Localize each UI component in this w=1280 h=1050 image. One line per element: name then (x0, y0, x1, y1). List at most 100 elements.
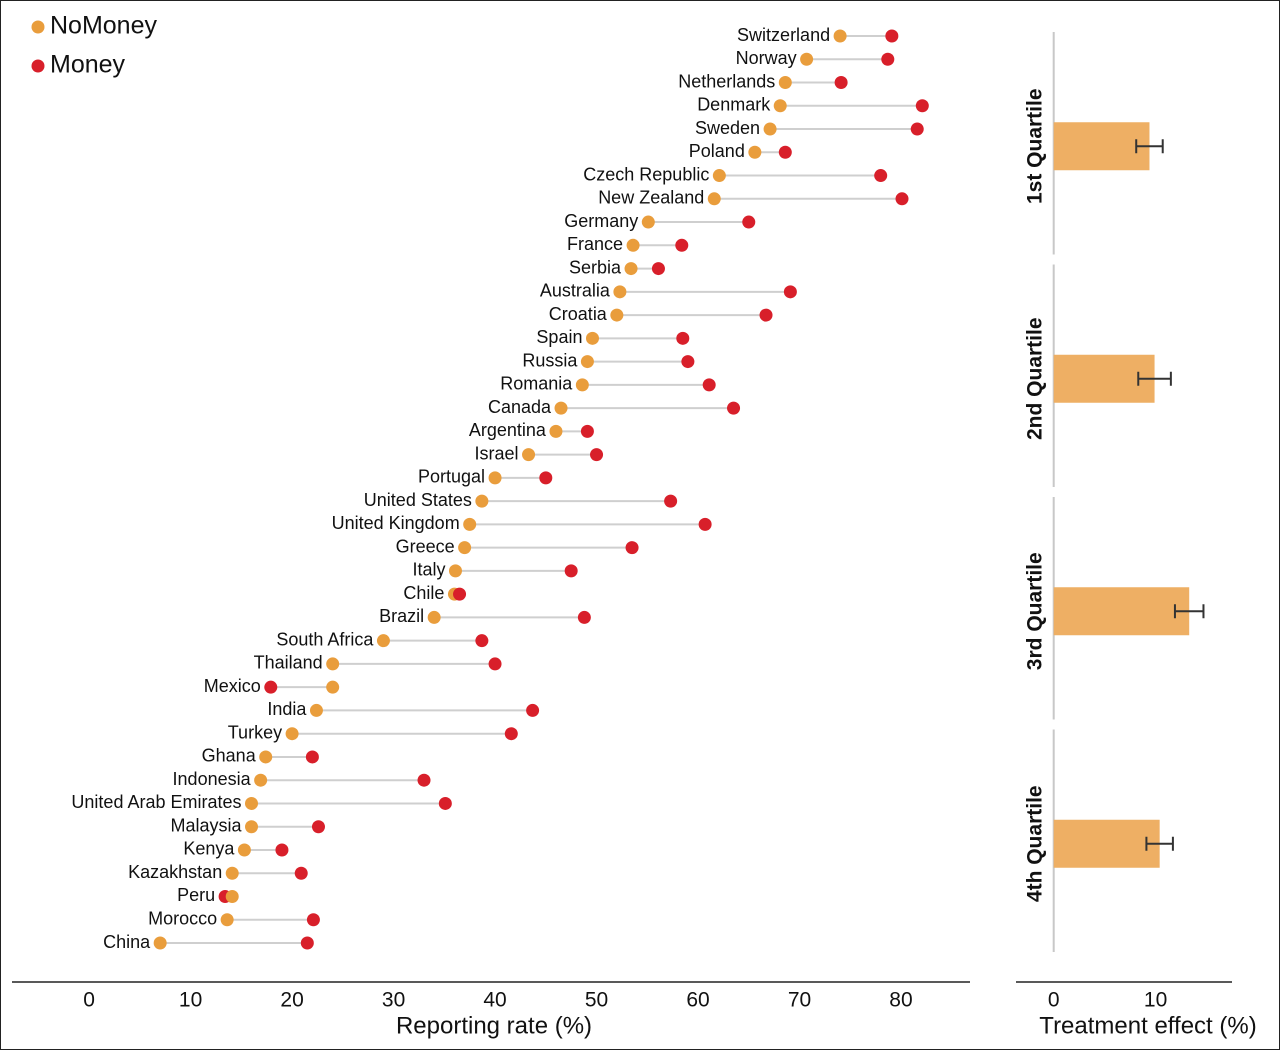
dot (727, 401, 741, 415)
dot (376, 634, 390, 648)
legend-marker (31, 59, 45, 73)
dot (610, 308, 624, 322)
dot (577, 610, 591, 624)
country-label: Ghana (202, 746, 257, 766)
x-tick-label: 0 (83, 989, 95, 1012)
country-label: Brazil (379, 606, 424, 626)
country-label: New Zealand (598, 188, 704, 208)
country-label: Sweden (695, 118, 760, 138)
country-label: Malaysia (170, 815, 242, 835)
quartile-label: 2nd Quartile (1024, 317, 1047, 440)
country-label: France (567, 234, 623, 254)
dot (475, 634, 489, 648)
country-label: Indonesia (173, 769, 252, 789)
country-label: South Africa (276, 629, 374, 649)
dot (580, 424, 594, 438)
dot (624, 262, 638, 276)
dot (910, 122, 924, 136)
legend-marker (31, 20, 45, 34)
country-label: Chile (403, 583, 444, 603)
dot (488, 471, 502, 485)
error-bar (1145, 836, 1174, 851)
dot (453, 587, 467, 601)
error-bar (1173, 604, 1205, 619)
country-label: Croatia (549, 304, 608, 324)
country-label: Canada (488, 397, 552, 417)
dot (915, 99, 929, 113)
dot (676, 331, 690, 345)
x-tick-label: 10 (1144, 989, 1167, 1012)
x-tick-label: 40 (483, 989, 506, 1012)
dot (285, 727, 299, 741)
country-label: Italy (412, 560, 445, 580)
x-tick-label: 30 (382, 989, 405, 1012)
country-label: Morocco (148, 908, 217, 928)
dot (625, 541, 639, 555)
dot (475, 494, 489, 508)
dot (264, 680, 278, 694)
dot (575, 378, 589, 392)
dot (417, 773, 431, 787)
x-axis-title: Treatment effect (%) (1039, 1012, 1256, 1039)
country-label: United Kingdom (332, 513, 460, 533)
dot (748, 145, 762, 159)
dot (763, 122, 777, 136)
dot (874, 169, 888, 183)
dot (895, 192, 909, 206)
dot (326, 680, 340, 694)
country-label: United Arab Emirates (71, 792, 241, 812)
dot (522, 448, 536, 462)
bar (1053, 587, 1190, 636)
country-label: India (267, 699, 307, 719)
dot (311, 820, 325, 834)
dot (641, 215, 655, 229)
dot (613, 285, 627, 299)
dot (834, 76, 848, 90)
dot (458, 541, 472, 555)
dot (254, 773, 268, 787)
bar (1053, 819, 1160, 868)
country-label: Israel (475, 443, 519, 463)
dot (463, 517, 477, 531)
country-label: China (103, 932, 151, 952)
dot (294, 866, 308, 880)
country-label: Denmark (697, 95, 771, 115)
dot (712, 169, 726, 183)
country-label: Mexico (204, 676, 261, 696)
country-label: Thailand (254, 653, 323, 673)
legend-label: NoMoney (50, 12, 157, 40)
quartile-label: 1st Quartile (1024, 88, 1047, 204)
quartile-label: 3rd Quartile (1024, 552, 1047, 670)
dot (526, 703, 540, 717)
country-label: Peru (177, 885, 215, 905)
country-label: Australia (540, 281, 611, 301)
dot (881, 52, 895, 66)
dot (539, 471, 553, 485)
country-label: Turkey (228, 722, 282, 742)
country-label: Norway (736, 48, 797, 68)
dot (698, 517, 712, 531)
dot (237, 843, 251, 857)
dot (778, 145, 792, 159)
dot (580, 355, 594, 369)
country-label: Argentina (469, 420, 547, 440)
country-label: Poland (689, 141, 745, 161)
dot (225, 866, 239, 880)
dot (773, 99, 787, 113)
dot (759, 308, 773, 322)
x-tick-label: 20 (280, 989, 303, 1012)
dot (554, 401, 568, 415)
country-label: Portugal (418, 467, 485, 487)
dot (259, 750, 273, 764)
dot (651, 262, 665, 276)
x-tick-label: 10 (179, 989, 202, 1012)
x-axis-title: Reporting rate (%) (396, 1012, 592, 1039)
dot (326, 657, 340, 671)
error-bar (1135, 139, 1164, 154)
x-tick-label: 0 (1048, 989, 1060, 1012)
country-label: Germany (564, 211, 638, 231)
dot (488, 657, 502, 671)
dot (309, 703, 323, 717)
dot (245, 820, 258, 834)
country-label: United States (364, 490, 472, 510)
